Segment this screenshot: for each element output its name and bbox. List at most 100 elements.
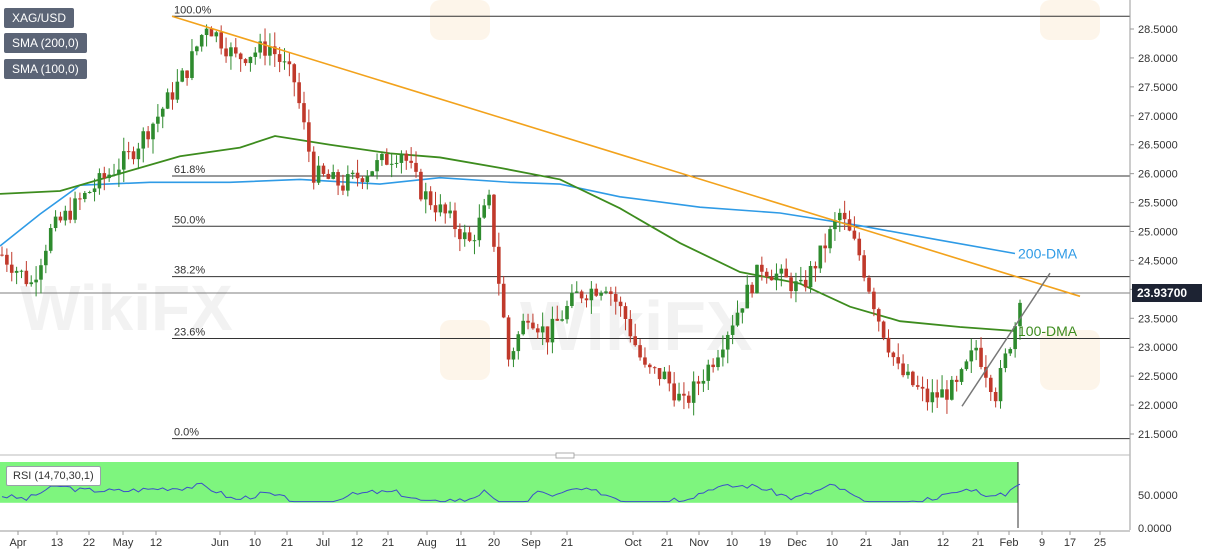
candle-body-172	[837, 212, 842, 221]
svg-text:WikiFX: WikiFX	[20, 272, 233, 344]
x-tick-label-16: Oct	[624, 537, 641, 549]
legend-sma200[interactable]: SMA (200,0)	[4, 33, 87, 53]
candle-body-96	[467, 232, 472, 241]
legend-rsi[interactable]: RSI (14,70,30,1)	[6, 466, 101, 486]
x-tick-label-17: 21	[661, 537, 673, 549]
rsi-line	[1, 482, 1021, 503]
candle-body-108	[526, 320, 530, 323]
candle-body-179	[872, 291, 876, 310]
candle-body-67	[326, 173, 331, 179]
candle-body-191	[930, 392, 935, 403]
candle-body-81	[394, 162, 399, 164]
candle-body-120	[584, 298, 589, 301]
candle-body-78	[380, 153, 384, 161]
candle-body-68	[331, 172, 336, 179]
candle-body-166	[808, 265, 813, 288]
x-tick-label-14: Sep	[521, 537, 541, 549]
candle-body-59	[287, 61, 292, 65]
candle-body-109	[531, 322, 535, 329]
candle-body-85	[414, 162, 418, 172]
candle-body-152	[740, 308, 745, 313]
x-tick-label-15: 21	[561, 537, 573, 549]
candle-body-201	[979, 347, 983, 367]
candle-body-207	[1008, 349, 1013, 354]
candle-body-194	[945, 389, 949, 400]
candle-body-28	[136, 148, 141, 160]
candle-body-32	[156, 116, 160, 124]
x-tick-label-12: 11	[455, 537, 466, 549]
candle-body-74	[360, 178, 365, 183]
candle-body-42	[204, 28, 209, 36]
candle-body-161	[784, 268, 789, 278]
candle-body-133	[648, 364, 652, 368]
candle-body-115	[560, 319, 564, 321]
candle-body-141	[686, 395, 691, 403]
candle-body-10	[48, 228, 53, 251]
candle-body-38	[185, 70, 189, 78]
legend-sma100[interactable]: SMA (100,0)	[4, 59, 87, 79]
candle-body-5	[24, 270, 29, 285]
candle-body-188	[915, 385, 920, 387]
candle-body-33	[160, 108, 165, 117]
candle-body-122	[594, 288, 599, 296]
rsi-panel: 50.0000 0.0000	[0, 462, 1178, 535]
sma200-path	[0, 176, 1016, 255]
x-tick-label-6: 10	[249, 537, 261, 549]
candle-body-12	[58, 216, 63, 221]
candle-body-142	[691, 381, 696, 403]
candle-body-52	[253, 52, 258, 57]
candle-body-11	[53, 216, 58, 229]
candle-body-27	[131, 151, 136, 160]
candle-body-63	[307, 122, 311, 152]
candle-body-8	[39, 265, 43, 280]
x-tick-label-4: 12	[150, 537, 162, 549]
x-tick-label-27: Feb	[1000, 537, 1019, 549]
candle-body-53	[258, 41, 262, 53]
candle-body-50	[243, 59, 248, 64]
candle-body-80	[389, 163, 394, 165]
candle-body-139	[677, 393, 681, 401]
candle-body-15	[73, 198, 77, 220]
rsi-tick-label-0: 50.0000	[1138, 490, 1178, 502]
candle-body-156	[760, 264, 764, 272]
x-tick-label-9: 12	[351, 537, 363, 549]
candle-body-25	[121, 151, 126, 170]
x-tick-label-3: May	[113, 537, 134, 549]
legend-symbol[interactable]: XAG/USD	[4, 8, 75, 28]
x-tick-label-8: Jul	[316, 537, 330, 549]
watermark: WikiFX WikiFX	[20, 0, 1100, 390]
candle-body-48	[233, 47, 238, 54]
candle-body-46	[224, 48, 228, 57]
sma-200-line	[0, 176, 1016, 255]
svg-text:WikiFX: WikiFX	[520, 287, 753, 365]
candle-body-56	[272, 46, 277, 55]
candle-body-200	[974, 347, 978, 351]
candle-body-136	[662, 371, 667, 380]
candle-body-1	[5, 254, 9, 265]
y-tick-label-4: 26.5000	[1138, 140, 1178, 152]
candle-body-18	[87, 192, 92, 194]
candle-body-102	[497, 246, 501, 284]
x-tick-label-11: Aug	[417, 537, 437, 549]
x-tick-label-13: 20	[488, 537, 500, 549]
candle-body-192	[935, 392, 939, 398]
candle-body-36	[175, 81, 180, 100]
candle-body-182	[886, 337, 891, 353]
fibonacci-levels: 100.0% 61.8% 50.0% 38.2% 23.6% 0.0%	[0, 4, 1130, 440]
candle-body-196	[954, 379, 959, 382]
x-tick-label-21: Dec	[787, 537, 807, 549]
fib-label-4: 23.6%	[174, 327, 205, 339]
y-tick-label-1: 28.0000	[1138, 53, 1178, 65]
fib-label-2: 50.0%	[174, 214, 205, 226]
candle-body-127	[618, 301, 623, 307]
candle-body-205	[998, 368, 1003, 402]
candle-body-198	[964, 361, 969, 370]
candle-body-64	[311, 151, 316, 183]
candle-body-195	[950, 379, 954, 400]
candle-body-167	[813, 265, 818, 269]
candle-body-171	[833, 220, 837, 230]
candle-body-99	[482, 205, 487, 218]
candle-body-119	[579, 291, 584, 299]
candle-body-151	[735, 312, 740, 326]
